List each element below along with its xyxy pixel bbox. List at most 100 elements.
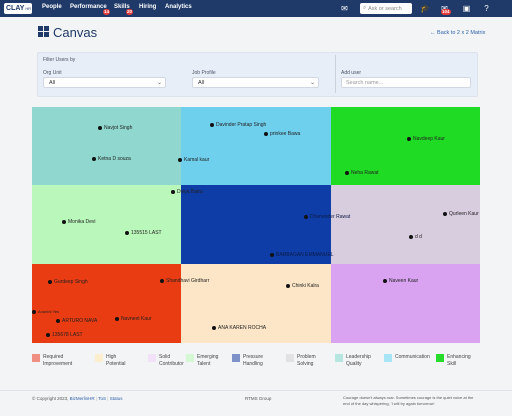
person-label[interactable]: Shandhavi Girdharr bbox=[166, 278, 210, 284]
person-label[interactable]: Dhanender Rawat bbox=[310, 214, 351, 220]
person-dot[interactable] bbox=[443, 212, 447, 216]
legend-swatch bbox=[335, 354, 343, 362]
matrix-cell-1-2 bbox=[331, 185, 480, 264]
person-label[interactable]: Ketna D souza bbox=[98, 156, 131, 162]
legend-label: Required Improvement bbox=[43, 354, 73, 367]
matrix-cell-1-1 bbox=[181, 185, 331, 264]
person-dot[interactable] bbox=[98, 126, 102, 130]
person-dot[interactable] bbox=[409, 235, 413, 239]
org-unit-value: All bbox=[49, 79, 56, 86]
filter-section-label: Filter Users by bbox=[43, 57, 76, 63]
person-label[interactable]: prinkee Bawa bbox=[270, 131, 301, 137]
legend-label: Emerging Talent bbox=[197, 354, 219, 367]
person-label[interactable]: Divya Batra bbox=[177, 189, 203, 195]
matrix-cell-2-2 bbox=[331, 264, 480, 343]
person-dot[interactable] bbox=[304, 215, 308, 219]
matrix-cell-0-0 bbox=[32, 107, 181, 185]
footer-divider bbox=[0, 390, 512, 391]
skills-badge: 20 bbox=[126, 9, 134, 15]
person-dot[interactable] bbox=[286, 284, 290, 288]
talent-matrix-grid: Navjot Singh Ketna D souza Davinder Pratap… bbox=[32, 107, 480, 343]
person-dot[interactable] bbox=[32, 310, 36, 314]
person-dot[interactable] bbox=[125, 231, 129, 235]
legend-label: Problem Solving bbox=[297, 354, 316, 367]
person-dot[interactable] bbox=[62, 220, 66, 224]
person-label[interactable]: Chinki Kalra bbox=[292, 283, 319, 289]
legend-label: High Potential bbox=[106, 354, 126, 367]
person-label[interactable]: 135678 LAST bbox=[52, 332, 83, 338]
status-link[interactable]: Status bbox=[109, 396, 123, 401]
legend-label: Communication bbox=[395, 354, 430, 360]
chevron-down-icon: ⌄ bbox=[309, 80, 315, 86]
person-label[interactable]: 135515 LAST bbox=[131, 230, 162, 236]
filter-panel bbox=[37, 52, 478, 97]
person-dot[interactable] bbox=[46, 333, 50, 337]
nav-people[interactable]: People bbox=[42, 4, 62, 10]
person-label[interactable]: d d bbox=[415, 234, 422, 240]
legend-label: Pressure Handling bbox=[243, 354, 264, 367]
legend-label: Leadership Quality bbox=[346, 354, 371, 367]
person-dot[interactable] bbox=[270, 253, 274, 257]
notifications-icon[interactable]: ✉ bbox=[440, 4, 449, 13]
legend-label: Solid Contributor bbox=[159, 354, 184, 367]
job-profile-select[interactable]: All ⌄ bbox=[192, 77, 319, 88]
person-label[interactable]: Neha Rawat bbox=[351, 170, 379, 176]
person-label[interactable]: Kamal kaur bbox=[184, 157, 210, 163]
graduation-cap-icon[interactable]: 🎓 bbox=[420, 4, 430, 13]
briefcase-icon[interactable]: ▣ bbox=[462, 4, 471, 13]
person-dot[interactable] bbox=[178, 158, 182, 162]
person-dot[interactable] bbox=[171, 190, 175, 194]
person-label[interactable]: Ananthi Yes bbox=[38, 309, 60, 314]
logo-text: CLAY bbox=[6, 5, 25, 12]
person-dot[interactable] bbox=[56, 319, 60, 323]
legend-swatch bbox=[232, 354, 240, 362]
person-label[interactable]: Davinder Pratap Singh bbox=[216, 122, 267, 128]
back-link-label: Back to 2 x 2 Matrix bbox=[437, 30, 486, 36]
person-label[interactable]: Naveen Kaur bbox=[389, 278, 419, 284]
matrix-cell-1-0 bbox=[32, 185, 181, 264]
user-search-input[interactable]: Search name... bbox=[341, 77, 471, 88]
person-label[interactable]: Navdeep Kaur bbox=[413, 136, 445, 142]
nav-skills[interactable]: Skills bbox=[114, 4, 130, 10]
nav-analytics[interactable]: Analytics bbox=[165, 4, 192, 10]
nav-hiring[interactable]: Hiring bbox=[139, 4, 157, 10]
org-unit-select[interactable]: All ⌄ bbox=[43, 77, 166, 88]
person-label[interactable]: Navjot Singh bbox=[104, 125, 133, 131]
person-label[interactable]: BARBAGAN EMMANUEL bbox=[276, 252, 334, 258]
person-dot[interactable] bbox=[115, 317, 119, 321]
person-dot[interactable] bbox=[264, 132, 268, 136]
job-profile-label: Job Profile bbox=[192, 70, 216, 76]
person-dot[interactable] bbox=[407, 137, 411, 141]
nav-performance[interactable]: Performance bbox=[70, 4, 107, 10]
footer-left: © Copyright 2023, BizMerlinHR | ToS | St… bbox=[32, 396, 123, 401]
legend-swatch bbox=[32, 354, 40, 362]
legend-swatch bbox=[95, 354, 103, 362]
person-dot[interactable] bbox=[345, 171, 349, 175]
person-dot[interactable] bbox=[212, 326, 216, 330]
person-label[interactable]: Navneet Kaur bbox=[121, 316, 152, 322]
person-label[interactable]: Qurleen Kaur bbox=[449, 211, 479, 217]
inbox-icon[interactable]: ✉ bbox=[341, 4, 348, 13]
person-label[interactable]: Gurdeep Singh bbox=[54, 279, 88, 285]
matrix-cell-2-0 bbox=[32, 264, 181, 343]
back-to-matrix-link[interactable]: ← Back to 2 x 2 Matrix bbox=[430, 30, 486, 36]
chevron-down-icon: ⌄ bbox=[156, 80, 162, 86]
tos-link[interactable]: ToS bbox=[98, 396, 106, 401]
notifications-badge: 104 bbox=[441, 9, 451, 15]
person-dot[interactable] bbox=[210, 123, 214, 127]
person-label[interactable]: ARTURO NAVA bbox=[62, 318, 98, 324]
matrix-cell-2-1 bbox=[181, 264, 331, 343]
clay-logo[interactable]: CLAY HR bbox=[4, 3, 32, 14]
company-link[interactable]: BizMerlinHR bbox=[69, 396, 95, 401]
person-dot[interactable] bbox=[92, 157, 96, 161]
person-dot[interactable] bbox=[383, 279, 387, 283]
filter-divider bbox=[335, 55, 336, 93]
help-icon[interactable]: ? bbox=[484, 4, 489, 13]
person-label[interactable]: Monika Devi bbox=[68, 219, 96, 225]
person-label[interactable]: ANA KAREN ROCHA bbox=[218, 325, 267, 331]
person-dot[interactable] bbox=[160, 279, 164, 283]
page-title: Canvas bbox=[53, 25, 98, 40]
add-user-label: Add user bbox=[341, 70, 362, 76]
person-dot[interactable] bbox=[48, 280, 52, 284]
global-search-input[interactable]: ⌕ Ask or search bbox=[360, 3, 412, 14]
